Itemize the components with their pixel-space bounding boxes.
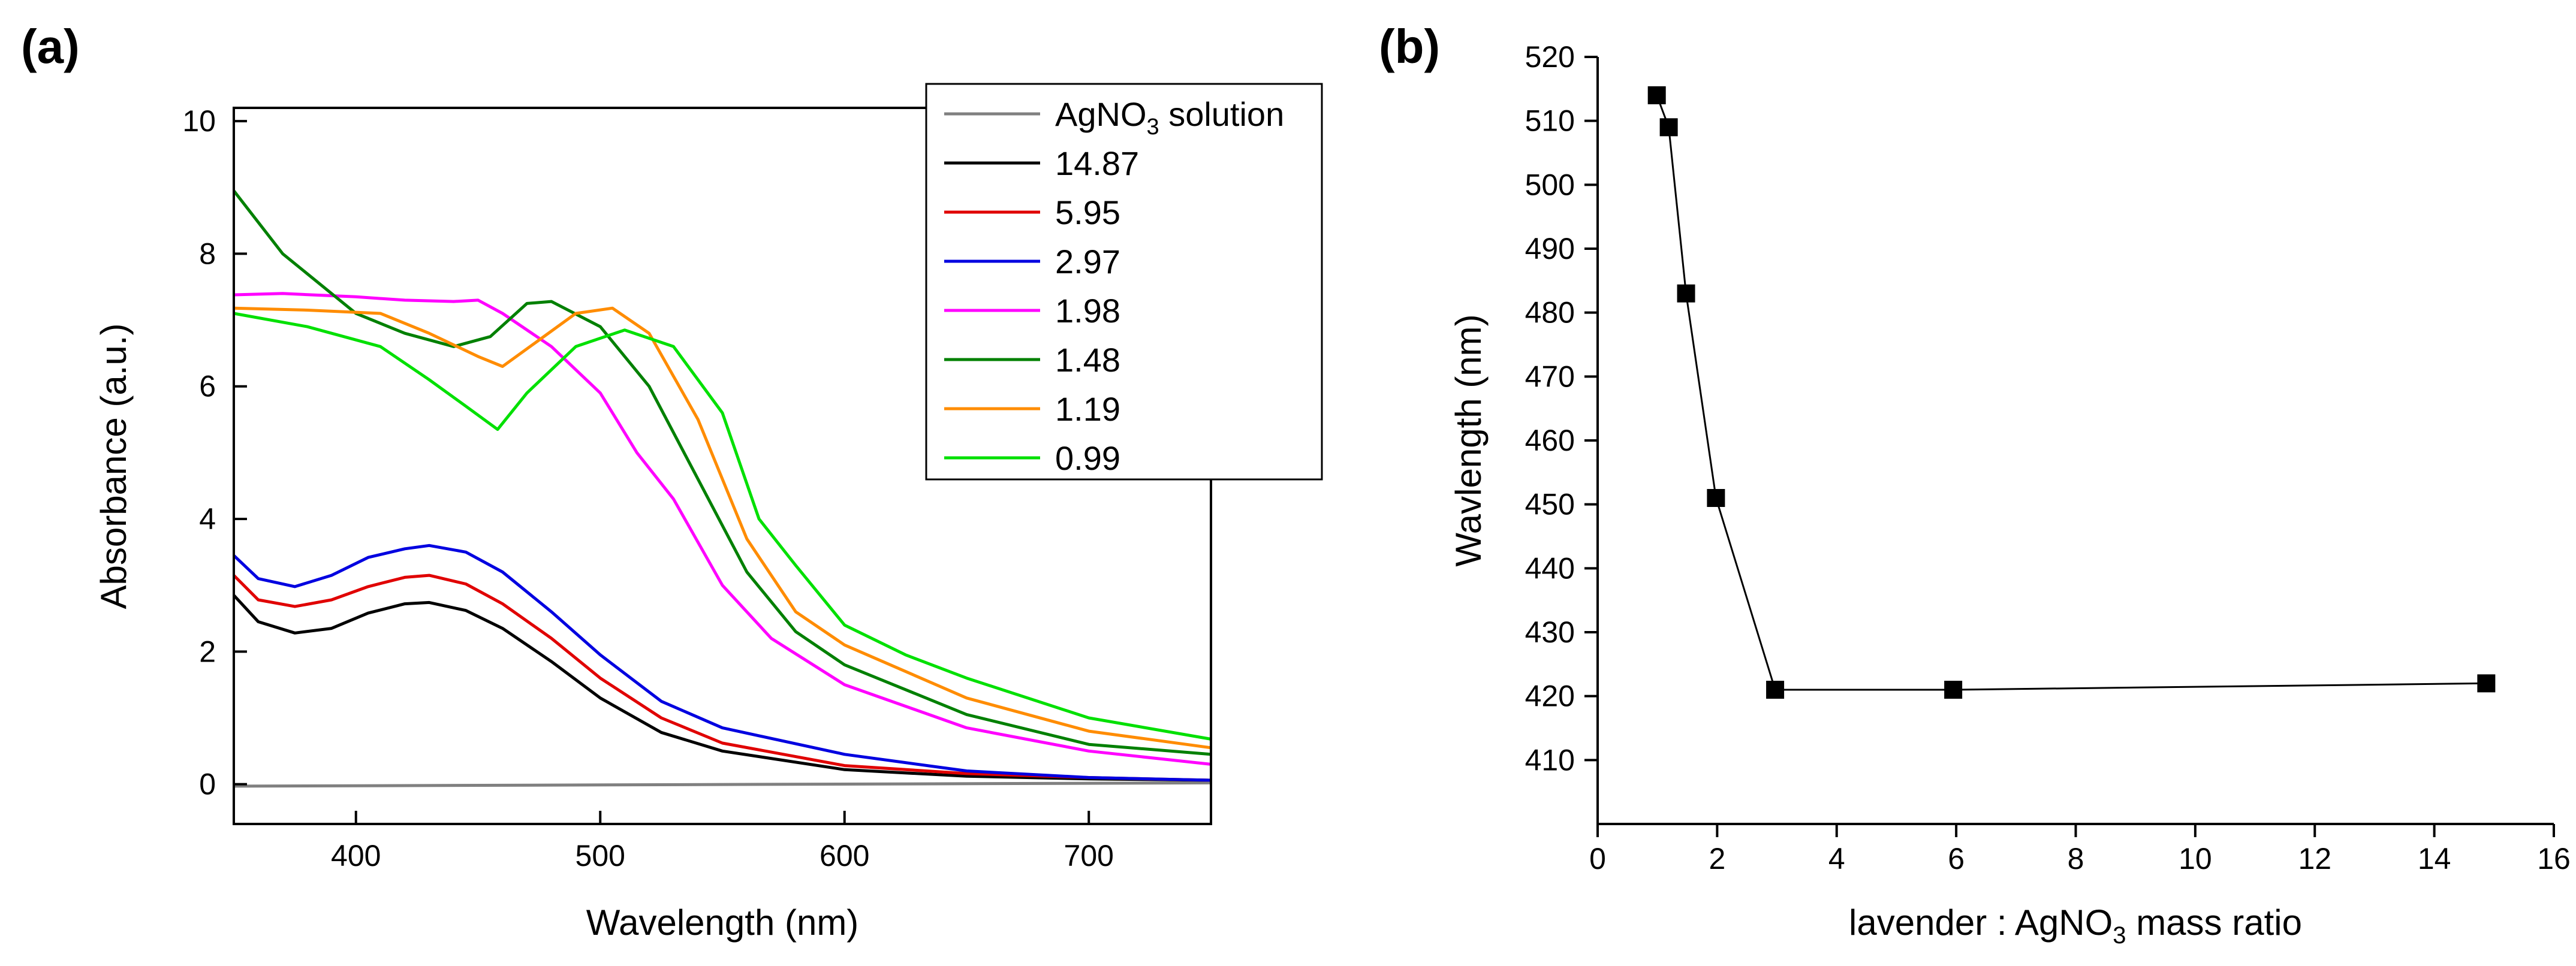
series-line-0-99	[233, 312, 1212, 741]
panel-a-y-ticks: 0 2 4 6 8 10	[182, 104, 247, 801]
panel-a-y-axis-title: Absorbance (a.u.)	[94, 324, 134, 609]
data-point-marker	[1647, 86, 1666, 104]
x-tick-label: 12	[2298, 842, 2331, 876]
legend-label: 0.99	[1055, 439, 1120, 477]
panel-a-x-ticks: 400 500 600 700	[331, 811, 1114, 873]
y-tick-label: 8	[199, 237, 216, 270]
y-tick-label: 4	[199, 502, 216, 536]
panel-a-legend-box	[925, 83, 1323, 481]
x-tick-label: 4	[1828, 842, 1845, 876]
series-line-5-95	[233, 573, 1212, 782]
legend-label: AgNO3 solution	[1055, 95, 1284, 140]
data-point-marker	[2477, 674, 2496, 693]
y-tick-label: 410	[1525, 743, 1575, 777]
series-line-1-19	[233, 306, 1212, 750]
data-point-marker	[1707, 489, 1725, 507]
data-point-marker	[1677, 284, 1695, 303]
series-line-2-97	[233, 544, 1212, 782]
y-tick-label: 490	[1525, 232, 1575, 265]
panel-a-absorbance-chart: (a) 400 500 600 700 0 2 4 6 8 10 Wavelength (nm)…	[21, 20, 1323, 943]
data-point-marker	[1766, 681, 1785, 699]
x-tick-label: 16	[2537, 842, 2571, 876]
panel-b-y-ticks: 410 420 430 440 450 460 470 480 490 500 510 520	[1525, 40, 1598, 777]
legend-label: 1.98	[1055, 292, 1120, 330]
x-tick-label: 400	[331, 839, 381, 873]
legend-label: 2.97	[1055, 243, 1120, 280]
y-tick-label: 440	[1525, 551, 1575, 585]
panel-a-legend: AgNO3 solution 14.87 5.95 2.97 1.98 1.48 1.19 0…	[925, 83, 1323, 481]
panel-b-series-group	[1647, 86, 2496, 699]
y-tick-label: 500	[1525, 168, 1575, 201]
y-tick-label: 480	[1525, 296, 1575, 330]
y-tick-label: 520	[1525, 40, 1575, 74]
series-line-1-48	[233, 189, 1212, 756]
x-tick-label: 600	[820, 839, 869, 873]
x-tick-label: 500	[576, 839, 625, 873]
x-tick-label: 0	[1589, 842, 1606, 876]
connecting-line	[1656, 95, 2487, 691]
panel-b-x-ticks: 0 2 4 6 8 10 12 14 16	[1589, 824, 2571, 876]
y-tick-label: 10	[182, 104, 216, 138]
x-tick-label: 2	[1709, 842, 1725, 876]
x-tick-label: 700	[1064, 839, 1114, 873]
series-line-AgNO-solution	[233, 781, 1212, 788]
series-line-14-87	[233, 594, 1212, 782]
panel-a-label: (a)	[21, 20, 80, 73]
panel-b-peak-wavelength-chart: (b) 410420430440450460470480490500510520…	[1379, 20, 2571, 949]
series-line-1-98	[233, 292, 1212, 766]
y-tick-label: 510	[1525, 104, 1575, 138]
x-tick-label: 14	[2418, 842, 2451, 876]
panel-a-series-group	[233, 189, 1212, 788]
legend-label: 14.87	[1055, 144, 1139, 182]
y-tick-label: 2	[199, 635, 216, 668]
panel-b-y-axis-title: Wavlength (nm)	[1448, 314, 1489, 566]
x-tick-label: 6	[1948, 842, 1965, 876]
y-tick-label: 0	[199, 768, 216, 801]
y-tick-label: 470	[1525, 360, 1575, 393]
y-tick-label: 430	[1525, 615, 1575, 649]
data-point-marker	[1944, 681, 1963, 699]
x-tick-label: 10	[2179, 842, 2212, 876]
legend-label: 5.95	[1055, 194, 1120, 231]
y-tick-label: 6	[199, 370, 216, 403]
panel-b-x-axis-title: lavender : AgNO3 mass ratio	[1849, 902, 2302, 949]
legend-label: 1.19	[1055, 390, 1120, 428]
legend-label: 1.48	[1055, 341, 1120, 379]
y-tick-label: 420	[1525, 680, 1575, 713]
y-tick-label: 460	[1525, 424, 1575, 457]
x-tick-label: 8	[2068, 842, 2084, 876]
data-point-marker	[1659, 118, 1678, 137]
y-tick-label: 450	[1525, 488, 1575, 521]
panel-b-label: (b)	[1379, 20, 1440, 73]
panel-a-x-axis-title: Wavelength (nm)	[586, 902, 859, 943]
